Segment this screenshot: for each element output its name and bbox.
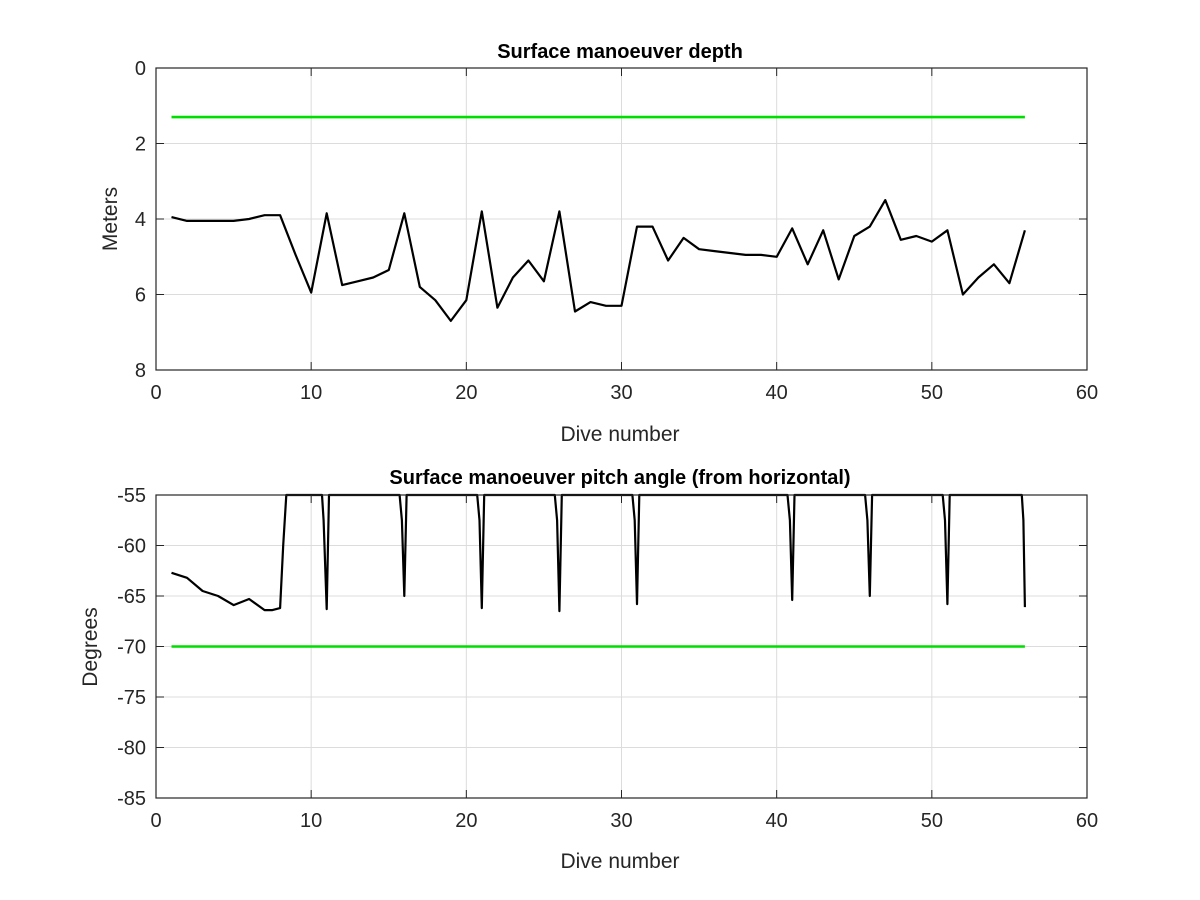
pitch-y-tick-label: -60: [117, 536, 146, 558]
depth-y-ticks: 0 2 4 6 8: [135, 58, 1087, 382]
pitch-x-tick-label: 10: [300, 810, 322, 832]
depth-x-tick-label: 0: [150, 382, 161, 404]
depth-x-tick-label: 30: [610, 382, 632, 404]
depth-x-tick-label: 20: [455, 382, 477, 404]
pitch-x-tick-label: 60: [1076, 810, 1098, 832]
depth-x-tick-label: 10: [300, 382, 322, 404]
depth-series: [171, 115, 1026, 322]
pitch-y-tick-label: -85: [117, 788, 146, 810]
depth-x-tick-label: 50: [921, 382, 943, 404]
depth-y-tick-label: 8: [135, 360, 146, 382]
pitch-x-tick-label: 40: [766, 810, 788, 832]
pitch-plot-title: Surface manoeuver pitch angle (from hori…: [389, 467, 850, 489]
depth-y-tick-label: 6: [135, 285, 146, 307]
pitch-y-tick-label: -70: [117, 637, 146, 659]
pitch-y-tick-label: -75: [117, 687, 146, 709]
pitch-y-tick-label: -65: [117, 586, 146, 608]
pitch-y-tick-label: -55: [117, 485, 146, 507]
pitch-x-tick-label: 50: [921, 810, 943, 832]
depth-x-tick-label: 40: [766, 382, 788, 404]
pitch-y-axis-label: Degrees: [79, 607, 102, 686]
pitch-x-axis-label: Dive number: [560, 850, 679, 873]
depth-plot: Surface manoeuver depth 0 10 20 30 40 50 60 0 2…: [99, 41, 1098, 446]
depth-x-axis-label: Dive number: [560, 423, 679, 446]
pitch-x-tick-label: 0: [150, 810, 161, 832]
pitch-plot: Surface manoeuver pitch angle (from hori…: [79, 467, 1098, 873]
depth-data-line: [171, 199, 1026, 322]
pitch-x-tick-label: 20: [455, 810, 477, 832]
depth-plot-title: Surface manoeuver depth: [497, 41, 743, 63]
depth-y-tick-label: 4: [135, 209, 146, 231]
pitch-x-tick-label: 30: [610, 810, 632, 832]
depth-x-tick-label: 60: [1076, 382, 1098, 404]
depth-y-tick-label: 0: [135, 58, 146, 80]
depth-y-tick-label: 2: [135, 134, 146, 156]
pitch-y-tick-label: -80: [117, 738, 146, 760]
pitch-x-ticks: 0 10 20 30 40 50 60: [150, 495, 1098, 832]
depth-x-ticks: 0 10 20 30 40 50 60: [150, 68, 1098, 404]
depth-y-axis-label: Meters: [99, 187, 122, 251]
pitch-y-ticks: -85 -80 -75 -70 -65 -60 -55: [117, 485, 1087, 810]
